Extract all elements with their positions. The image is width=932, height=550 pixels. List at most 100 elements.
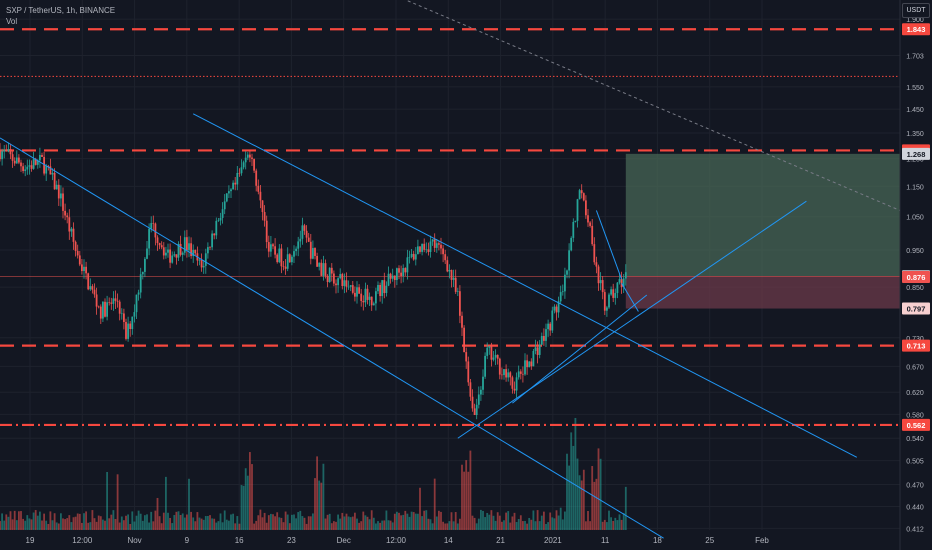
candle-body: [410, 253, 413, 257]
volume-bar: [513, 512, 516, 530]
time-axis[interactable]: 19 12:00 Nov 9 16 23 Dec 12:00 14 21 2021 11 18 25 Feb: [26, 536, 770, 545]
candle-body: [370, 296, 373, 306]
candle-body: [561, 291, 564, 293]
price-tick-label: 0.730: [906, 336, 924, 343]
volume-bar: [347, 516, 350, 530]
volume-bar: [41, 520, 43, 530]
candle-body: [26, 166, 29, 170]
candle-body: [379, 285, 381, 297]
volume-bar: [547, 522, 549, 530]
price-tick-label: 0.440: [906, 504, 924, 511]
time-tick-label: 21: [496, 536, 505, 545]
candle-body: [244, 157, 247, 163]
volume-bar: [280, 517, 283, 530]
volume-label[interactable]: Vol: [6, 17, 18, 26]
volume-bar: [526, 523, 528, 530]
candle-body: [83, 266, 85, 272]
volume-bar: [326, 514, 329, 530]
candle-body: [452, 277, 455, 280]
volume-bar: [364, 515, 367, 530]
symbol-title[interactable]: SXP / TetherUS, 1h, BINANCE: [6, 6, 116, 15]
volume-bar: [129, 523, 132, 530]
volume-bar: [215, 522, 218, 530]
volume-bar: [232, 513, 234, 530]
price-tick-label: 1.150: [906, 184, 924, 191]
candle-body: [207, 247, 209, 254]
horizontal-levels[interactable]: [0, 28, 900, 427]
volume-bar: [515, 522, 518, 530]
candle-body: [459, 291, 461, 316]
candle-body: [91, 286, 94, 290]
volume-bar: [255, 520, 258, 530]
candle-body: [106, 302, 108, 317]
candle-body: [141, 271, 144, 275]
candle-body: [408, 256, 411, 258]
candle-body: [356, 287, 358, 297]
volume-bar: [60, 513, 62, 530]
volume-bar: [576, 458, 579, 530]
volume-bar: [595, 478, 598, 530]
candle-body: [507, 372, 510, 378]
candle-body: [1, 151, 3, 160]
candle-body: [175, 254, 178, 258]
volume-bar: [270, 513, 272, 530]
volume-bar: [490, 510, 493, 530]
candle-body: [267, 242, 270, 252]
volume-bar: [127, 514, 129, 530]
level-price-label: 1.843: [907, 25, 926, 34]
candle-body: [391, 275, 394, 279]
volume-bar: [267, 515, 270, 530]
candle-body: [74, 241, 77, 251]
candle-body: [154, 223, 157, 238]
volume-bar: [299, 510, 302, 530]
trend-lines[interactable]: [0, 0, 908, 539]
candle-body: [534, 347, 537, 351]
currency-button[interactable]: USDT: [902, 3, 930, 18]
volume-bar: [307, 516, 310, 530]
candle-body: [549, 323, 552, 331]
volume-bar: [1, 513, 3, 530]
volume-bar: [202, 519, 205, 530]
volume-bar: [335, 521, 337, 530]
volume-bar: [93, 518, 96, 530]
candle-body: [486, 347, 489, 356]
volume-bar: [318, 480, 321, 530]
candle-body: [131, 316, 134, 330]
volume-bar: [169, 517, 171, 530]
candle-body: [133, 312, 136, 317]
candle-body: [158, 242, 161, 246]
volume-bar: [106, 471, 108, 530]
candle-body: [34, 159, 37, 165]
volume-bar: [574, 417, 577, 530]
volume-bar: [324, 518, 327, 530]
volume-bar: [587, 511, 589, 530]
volume-bar: [11, 519, 14, 530]
price-axis[interactable]: 1.900 1.703 1.550 1.450 1.350 1.250 1.150 1.050…: [906, 17, 924, 533]
volume-bar: [471, 515, 474, 530]
price-tick-label: 1.050: [906, 215, 924, 222]
candle-body: [125, 321, 127, 339]
candle-body: [582, 193, 585, 201]
candle-body: [249, 154, 251, 158]
candle-body: [383, 280, 386, 294]
volume-bar: [419, 487, 421, 530]
candle-body: [165, 252, 167, 256]
volume-bar: [501, 521, 503, 530]
candle-body: [188, 243, 190, 251]
volume-bar: [610, 517, 612, 530]
volume-bar: [408, 516, 411, 530]
candle-body: [309, 241, 312, 259]
candle-body: [559, 292, 562, 302]
volume-bar: [293, 514, 295, 530]
long-position-tool[interactable]: [0, 153, 900, 309]
volume-bar: [385, 510, 388, 530]
volume-bar: [398, 512, 400, 530]
price-tick-label: 1.350: [906, 131, 924, 138]
target-price-label-bg: [902, 147, 930, 160]
volume-bar: [192, 517, 195, 530]
candle-body: [221, 209, 224, 218]
trend-line: [621, 282, 639, 312]
candle-body: [578, 190, 581, 200]
candle-body: [295, 248, 297, 252]
